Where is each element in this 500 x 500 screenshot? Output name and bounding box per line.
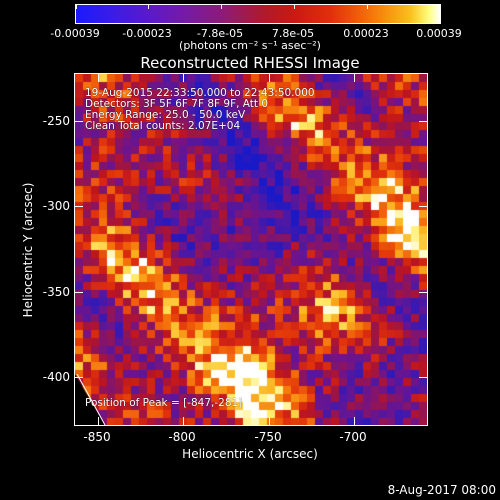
x-axis-label: Heliocentric X (arcsec): [182, 447, 318, 461]
rhessi-image-canvas: [75, 74, 427, 425]
peak-position-text: Position of Peak = [-847,-281]: [85, 397, 243, 409]
x-tick-label: -700: [339, 430, 367, 444]
image-plot: 19-Aug-2015 22:33:50.000 to 22:43:50.000…: [74, 73, 428, 426]
colorbar-tick-label: 0.00039: [416, 27, 462, 40]
y-tick-label: -300: [42, 199, 70, 213]
footer-timestamp: 8-Aug-2017 08:00: [387, 483, 496, 497]
y-tick-label: -250: [42, 114, 70, 128]
x-tick-label: -850: [83, 430, 111, 444]
x-tick-label: -750: [254, 430, 282, 444]
info-line-detectors: Detectors: 3F 5F 6F 7F 8F 9F, Att 0: [85, 98, 269, 110]
info-line-time: 19-Aug-2015 22:33:50.000 to 22:43:50.000: [85, 87, 315, 99]
colorbar-tick-label: 0.00023: [343, 27, 389, 40]
colorbar-tick-label: -7.8e-05: [196, 27, 244, 40]
y-axis-label: Heliocentric Y (arcsec): [21, 182, 35, 318]
colorbar-tick-label: -0.00023: [122, 27, 172, 40]
info-line-counts: Clean Total counts: 2.07E+04: [85, 120, 241, 132]
plot-title: Reconstructed RHESSI Image: [140, 54, 360, 72]
x-tick-label: -800: [168, 430, 196, 444]
colorbar: [75, 4, 441, 24]
info-line-energy: Energy Range: 25.0 - 50.0 keV: [85, 109, 246, 121]
colorbar-tick-label: -0.00039: [50, 27, 100, 40]
y-tick-label: -400: [42, 370, 70, 384]
solar-limb-line: [76, 374, 106, 425]
colorbar-units: (photons cm⁻² s⁻¹ asec⁻²): [179, 39, 321, 52]
colorbar-tick-label: 7.8e-05: [271, 27, 315, 40]
y-tick-label: -350: [42, 285, 70, 299]
